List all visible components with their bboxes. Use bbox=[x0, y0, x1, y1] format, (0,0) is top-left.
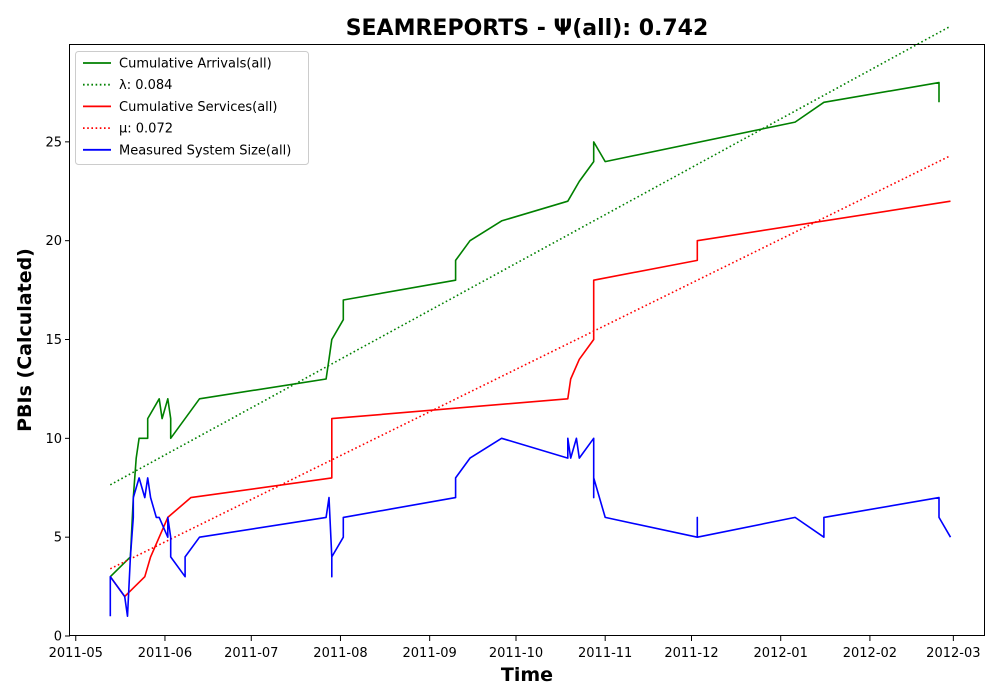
x-tick-label: 2011-12 bbox=[664, 646, 718, 661]
y-axis-label: PBIs (Calculated) bbox=[14, 248, 36, 432]
legend-label-measured-system-size-all: Measured System Size(all) bbox=[119, 143, 291, 158]
x-tick-label: 2011-10 bbox=[489, 646, 543, 661]
y-tick-label: 10 bbox=[45, 432, 62, 447]
y-tick-label: 20 bbox=[45, 234, 62, 249]
legend-label-0-084: λ: 0.084 bbox=[119, 78, 172, 93]
x-tick-label: 2011-05 bbox=[49, 646, 103, 661]
y-tick-label: 5 bbox=[54, 531, 62, 546]
series-line-0-072 bbox=[109, 154, 951, 570]
x-tick-label: 2011-07 bbox=[224, 646, 278, 661]
x-tick-label: 2012-02 bbox=[843, 646, 897, 661]
y-tick-label: 15 bbox=[45, 333, 62, 348]
x-tick-label: 2012-01 bbox=[754, 646, 808, 661]
y-tick-label: 25 bbox=[45, 135, 62, 150]
series-layer bbox=[109, 25, 952, 618]
legend-label-cumulative-services-all: Cumulative Services(all) bbox=[119, 100, 277, 115]
x-tick-label: 2012-03 bbox=[926, 646, 980, 661]
legend: Cumulative Arrivals(all) λ: 0.084 Cumulati… bbox=[75, 51, 309, 165]
series-line-measured-system-size-all bbox=[109, 437, 952, 618]
x-tick-label: 2011-09 bbox=[403, 646, 457, 661]
x-tick-label: 2011-11 bbox=[578, 646, 632, 661]
legend-label-0-072: μ: 0.072 bbox=[119, 122, 173, 137]
legend-box bbox=[75, 51, 309, 165]
x-axis-label: Time bbox=[501, 664, 553, 686]
plot-frame bbox=[69, 44, 985, 636]
x-tick-label: 2011-06 bbox=[138, 646, 192, 661]
y-tick-label: 0 bbox=[54, 630, 62, 645]
legend-items: Cumulative Arrivals(all) λ: 0.084 Cumulati… bbox=[83, 57, 291, 158]
x-tick-label: 2011-08 bbox=[313, 646, 367, 661]
series-line-cumulative-services-all bbox=[109, 200, 951, 598]
legend-label-cumulative-arrivals-all: Cumulative Arrivals(all) bbox=[119, 57, 272, 72]
chart-title: SEAMREPORTS - Ψ(all): 0.742 bbox=[346, 16, 709, 41]
series-line-cumulative-arrivals-all bbox=[109, 81, 940, 578]
ticks-layer: 2011-05 2011-06 2011-07 2011-08 2011-09 2011-… bbox=[45, 135, 980, 661]
